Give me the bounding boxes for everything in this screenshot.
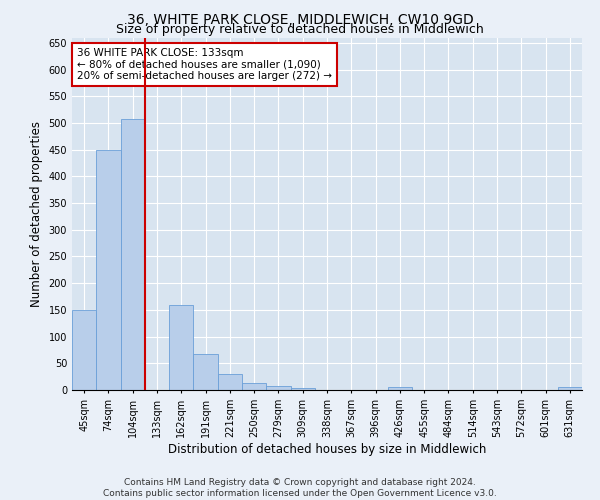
Bar (388, 387, 412, 390)
Text: 36 WHITE PARK CLOSE: 133sqm
← 80% of detached houses are smaller (1,090)
20% of : 36 WHITE PARK CLOSE: 133sqm ← 80% of det… (77, 48, 332, 82)
Text: Size of property relative to detached houses in Middlewich: Size of property relative to detached ho… (116, 22, 484, 36)
X-axis label: Distribution of detached houses by size in Middlewich: Distribution of detached houses by size … (168, 442, 486, 456)
Y-axis label: Number of detached properties: Number of detached properties (30, 120, 43, 306)
Text: Contains HM Land Registry data © Crown copyright and database right 2024.
Contai: Contains HM Land Registry data © Crown c… (103, 478, 497, 498)
Bar (193, 354, 218, 390)
Bar (218, 374, 242, 390)
Bar (169, 304, 193, 390)
Bar (266, 386, 290, 390)
Bar (242, 383, 266, 390)
Bar (558, 387, 582, 390)
Bar (290, 388, 315, 390)
Bar (121, 119, 145, 390)
Text: 36, WHITE PARK CLOSE, MIDDLEWICH, CW10 9GD: 36, WHITE PARK CLOSE, MIDDLEWICH, CW10 9… (127, 12, 473, 26)
Bar (72, 310, 96, 390)
Bar (96, 150, 121, 390)
